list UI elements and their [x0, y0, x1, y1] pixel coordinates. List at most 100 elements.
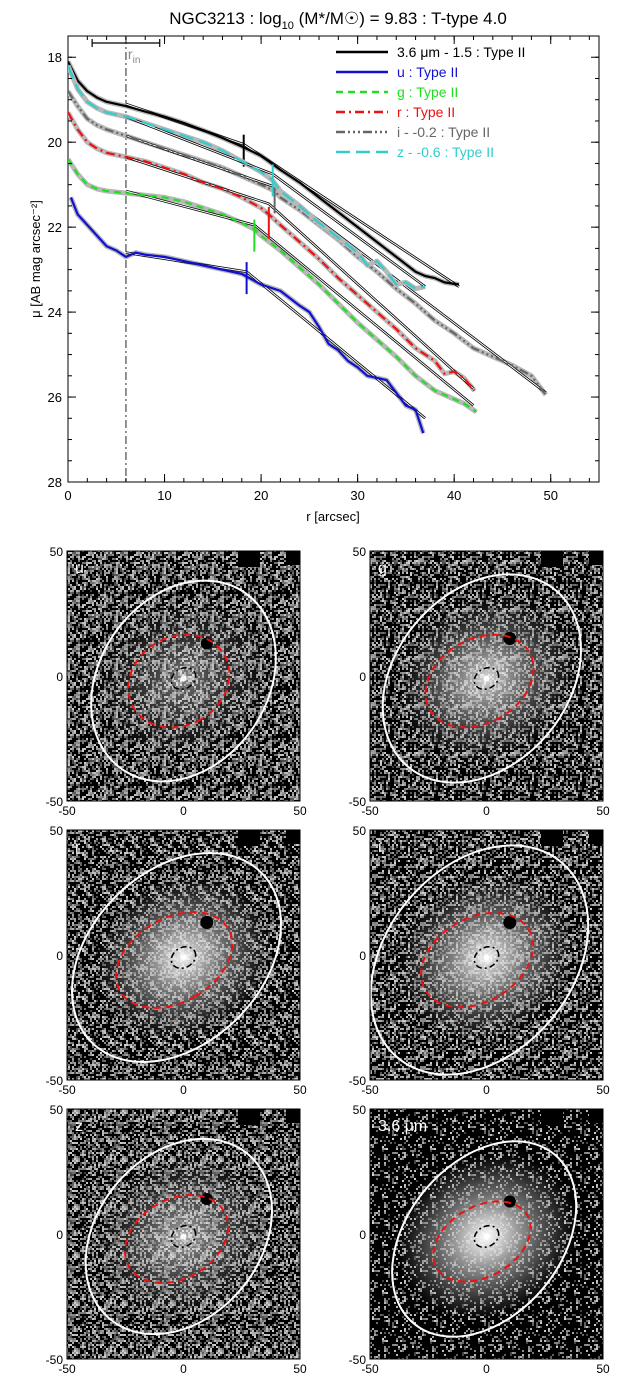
panel-x-tick-label: 0 — [483, 804, 490, 818]
panel-label: u — [75, 560, 84, 577]
panel-y-tick-label: -50 — [46, 1353, 64, 1367]
galaxy-core — [180, 675, 187, 682]
panel-y-tick-label: 50 — [50, 824, 64, 838]
panel-x-tick-label: 50 — [293, 1362, 307, 1376]
legend-label: g : Type II — [397, 84, 458, 100]
y-tick-label: 20 — [48, 135, 62, 150]
panel-label: 3.6 μm — [378, 1118, 427, 1135]
panel-y-tick-label: -50 — [349, 1353, 367, 1367]
image-panel-3: i -50 0 50 50 0 -50 — [349, 824, 610, 1097]
galaxy-core — [180, 954, 187, 961]
y-tick-label: 26 — [48, 390, 62, 405]
panel-y-tick-label: 0 — [56, 1228, 63, 1242]
y-tick-label: 22 — [48, 220, 62, 235]
masked-star — [503, 631, 517, 646]
core-ellipse — [170, 1224, 197, 1249]
x-tick-label: 50 — [543, 488, 557, 503]
panel-label: i — [378, 839, 382, 856]
mask-block — [238, 830, 260, 846]
series-5 — [68, 64, 426, 292]
image-panel-5: 3.6 μm -50 0 50 50 0 -50 — [349, 1103, 610, 1376]
series-line — [68, 90, 547, 396]
y-tick-label: 24 — [48, 305, 62, 320]
x-tick-label: 20 — [254, 488, 268, 503]
panel-x-tick-label: 0 — [180, 1362, 187, 1376]
image-panel-1: g -50 0 50 50 0 -50 — [349, 545, 610, 818]
image-panels: u -50 0 50 50 0 -50 g -50 0 50 50 0 -50 r -50 0 50 50 0 -50 i… — [46, 545, 610, 1376]
panel-y-tick-label: -50 — [349, 795, 367, 809]
series-2 — [68, 157, 478, 414]
core-ellipse — [473, 945, 500, 970]
x-tick-label: 0 — [64, 488, 71, 503]
y-axis-label: μ [AB mag arcsec⁻²] — [28, 200, 43, 318]
rin-label: rin — [128, 46, 140, 66]
panel-y-tick-label: 0 — [56, 949, 63, 963]
panel-y-tick-label: 50 — [353, 1103, 367, 1117]
break-ellipse — [123, 1194, 230, 1284]
mask-block — [589, 1109, 603, 1123]
masked-star — [200, 915, 214, 930]
panel-y-tick-label: 50 — [353, 824, 367, 838]
galaxy-core — [180, 1233, 187, 1240]
outer-ellipse — [391, 1140, 578, 1338]
series-band — [68, 157, 478, 414]
outer-ellipse — [90, 579, 277, 783]
panel-y-tick-label: -50 — [349, 1074, 367, 1088]
panel-y-tick-label: -50 — [46, 1074, 64, 1088]
core-ellipse — [170, 666, 197, 691]
outer-ellipse — [370, 844, 590, 1076]
chart-title: NGC3213 : log10 (M*/M☉) = 9.83 : T-type … — [169, 9, 507, 32]
y-tick-label: 28 — [48, 475, 62, 490]
mask-block — [589, 551, 603, 565]
panel-x-tick-label: -50 — [361, 1362, 379, 1376]
mask-block — [589, 830, 603, 844]
chart-title-rest: (M*/M☉) = 9.83 : T-type 4.0 — [294, 9, 507, 28]
y-tick-label: 18 — [48, 50, 62, 65]
panel-y-tick-label: 50 — [50, 1103, 64, 1117]
core-ellipse — [473, 666, 500, 691]
mask-block — [238, 1109, 260, 1125]
galaxy-core — [483, 675, 490, 682]
panel-x-tick-label: 50 — [293, 804, 307, 818]
break-ellipse — [115, 911, 234, 1009]
panel-x-tick-label: 0 — [483, 1083, 490, 1097]
panel-label: g — [378, 560, 387, 577]
panel-y-tick-label: 0 — [56, 670, 63, 684]
panel-y-tick-label: -50 — [46, 795, 64, 809]
rin-label-sub: in — [133, 55, 141, 66]
core-ellipse — [473, 1224, 500, 1249]
series-line — [68, 60, 460, 286]
rin-label-main: r — [128, 46, 133, 62]
panel-y-tick-label: 0 — [359, 1228, 366, 1242]
panel-label: r — [75, 839, 81, 856]
panel-x-tick-label: 50 — [596, 1083, 610, 1097]
panel-x-tick-label: 0 — [483, 1362, 490, 1376]
x-axis-label: r [arcsec] — [306, 509, 359, 524]
mask-block — [541, 830, 563, 846]
chart-title-main: NGC3213 : log — [169, 9, 281, 28]
mask-block — [541, 551, 563, 567]
panel-y-tick-label: 0 — [359, 949, 366, 963]
masked-star — [503, 1195, 516, 1208]
profile-layer — [68, 36, 548, 482]
mask-block — [286, 830, 300, 844]
break-ellipse — [424, 633, 535, 729]
series-band — [68, 196, 426, 434]
panel-y-tick-label: 0 — [359, 670, 366, 684]
panel-x-tick-label: 50 — [596, 804, 610, 818]
series-line — [68, 65, 426, 290]
legend-label: i - -0.2 : Type II — [397, 124, 490, 140]
core-ellipse — [170, 945, 197, 970]
chart-title-sub: 10 — [282, 20, 294, 32]
panel-x-tick-label: 0 — [180, 1083, 187, 1097]
series-3 — [68, 111, 477, 393]
panel-x-tick-label: -50 — [58, 1083, 76, 1097]
legend-label: 3.6 μm - 1.5 : Type II — [397, 44, 525, 60]
image-panel-4: z -50 0 50 50 0 -50 — [46, 1103, 307, 1376]
masked-star — [503, 915, 517, 930]
series-line — [69, 197, 425, 434]
x-tick-label: 30 — [350, 488, 364, 503]
panel-x-tick-label: -50 — [58, 804, 76, 818]
outer-ellipse — [381, 573, 582, 784]
